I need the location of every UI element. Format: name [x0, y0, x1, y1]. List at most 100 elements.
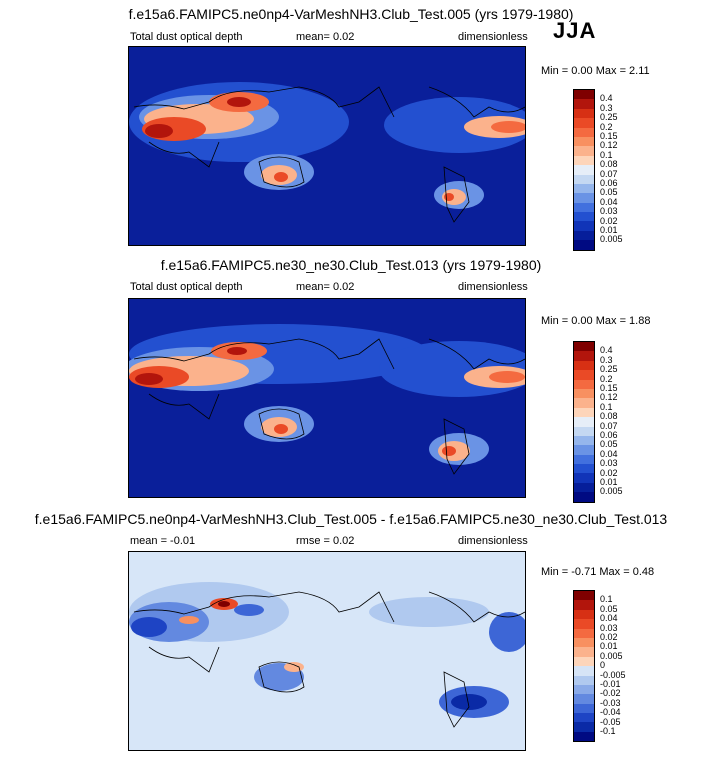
colorbar-swatch: [574, 435, 594, 446]
variable-label: Total dust optical depth: [130, 281, 243, 293]
dust-map: [128, 298, 526, 498]
diff-arabia-pos: [179, 616, 199, 624]
colorbar-tick-label: 0.06: [600, 430, 618, 440]
mean-label: mean= 0.02: [296, 281, 355, 293]
units-label: dimensionless: [458, 281, 528, 293]
colorbar-swatch: [574, 445, 594, 455]
diff-asia-core: [218, 601, 230, 607]
colorbar-swatches: [574, 90, 594, 250]
colorbar-tick-label: 0.1: [600, 401, 613, 412]
colorbar-tick-label: 0.02: [600, 215, 618, 226]
colorbar-swatch: [574, 600, 594, 610]
diff-atlantic: [489, 612, 525, 652]
colorbar-tick-label: 0.15: [600, 131, 618, 141]
colorbar-swatch: [574, 426, 594, 436]
colorbar-swatch: [574, 388, 594, 399]
colorbar-tick-label: -0.03: [600, 697, 621, 708]
colorbar-tick-label: 0.07: [600, 420, 618, 431]
colorbar-swatch: [574, 221, 594, 231]
diff-namerica: [369, 597, 489, 627]
colorbar-tick-label: 0.02: [600, 632, 618, 642]
colorbar-tick-label: 0.2: [600, 121, 613, 132]
plume-atlantic-core: [491, 121, 525, 133]
panel-title: f.e15a6.FAMIPC5.ne0np4-VarMeshNH3.Club_T…: [128, 6, 574, 22]
minmax-label: Min = 0.00 Max = 1.88: [541, 315, 651, 327]
colorbar-tick-label: 0.005: [600, 650, 623, 661]
colorbar-swatch: [574, 637, 594, 648]
colorbar-swatch: [574, 165, 594, 175]
colorbar-tick-label: 0.07: [600, 168, 618, 179]
samerica-core: [444, 193, 454, 201]
colorbar-tick-label: -0.1: [600, 726, 616, 736]
colorbar-tick-label: 0.06: [600, 178, 618, 188]
panel-title: f.e15a6.FAMIPC5.ne0np4-VarMeshNH3.Club_T…: [34, 511, 668, 527]
season-label: JJA: [553, 18, 597, 43]
colorbar-swatch: [574, 482, 594, 493]
colorbar-swatch: [574, 464, 594, 474]
colorbar-tick-label: 0.01: [600, 641, 618, 652]
colorbar-tick-label: 0.08: [600, 411, 618, 422]
colorbar-swatch: [574, 183, 594, 194]
colorbar-swatch: [574, 609, 594, 620]
colorbar-swatch: [574, 342, 594, 352]
haze-atlantic: [384, 97, 525, 153]
coastlines: [133, 591, 525, 728]
colorbar-swatch: [574, 417, 594, 427]
colorbar: [573, 89, 595, 251]
mean-label: mean= 0.02: [296, 31, 355, 43]
colorbar-swatch: [574, 127, 594, 137]
plume-asia-core: [227, 97, 251, 107]
colorbar-swatch: [574, 360, 594, 371]
colorbar-swatch: [574, 675, 594, 685]
diff-asia-neg: [234, 604, 264, 616]
coastlines: [133, 86, 525, 223]
colorbar-swatch: [574, 398, 594, 408]
colorbar-tick-label: 0.04: [600, 196, 618, 207]
colorbar-tick-label: -0.04: [600, 707, 621, 718]
colorbar-tick-label: 0.4: [600, 345, 613, 356]
colorbar-tick-label: 0.4: [600, 93, 613, 104]
colorbar-tick-label: -0.005: [600, 669, 626, 680]
colorbar-swatch: [574, 656, 594, 667]
colorbar-tick-label: 0.005: [600, 234, 623, 245]
colorbar-tick-label: 0.15: [600, 383, 618, 393]
dust-map-plot: [129, 47, 525, 245]
plume-atlantic-core: [489, 371, 525, 383]
map-background: [129, 552, 525, 750]
colorbar-tick-label: -0.01: [600, 679, 621, 689]
colorbar-tick-label: 0.08: [600, 159, 618, 170]
colorbar-swatch: [574, 136, 594, 147]
colorbar-tick-label: 0.05: [600, 603, 618, 614]
plume-asia-core: [227, 347, 247, 355]
difference-map: [128, 551, 526, 751]
colorbar-swatch: [574, 351, 594, 361]
colorbar: [573, 590, 595, 743]
colorbar-tick-label: 0.12: [600, 140, 618, 151]
colorbar-tick-label: -0.05: [600, 716, 621, 727]
colorbar-tick-label: 0.1: [600, 149, 613, 160]
colorbar-swatch: [574, 146, 594, 156]
colorbar-tick-label: 0.01: [600, 477, 618, 487]
plume-core: [145, 124, 173, 138]
colorbar-swatch: [574, 202, 594, 213]
variable-label: Total dust optical depth: [130, 31, 243, 43]
colorbar-tick-label: 0.1: [600, 594, 613, 605]
colorbar-tick-label: -0.02: [600, 688, 621, 699]
australia-core: [274, 172, 288, 182]
colorbar-swatch: [574, 713, 594, 723]
colorbar-swatch: [574, 212, 594, 222]
colorbar-swatch: [574, 666, 594, 676]
colorbar-swatch: [574, 731, 594, 742]
units-label: dimensionless: [458, 535, 528, 547]
colorbar-swatch: [574, 703, 594, 714]
colorbar-swatch: [574, 90, 594, 100]
colorbar-swatch: [574, 99, 594, 109]
colorbar-swatch: [574, 684, 594, 695]
colorbar-swatch: [574, 370, 594, 380]
colorbar-tick-label: 0.2: [600, 373, 613, 384]
colorbar-swatch: [574, 619, 594, 629]
colorbar-swatch: [574, 240, 594, 250]
colorbar-tick-label: 0.25: [600, 112, 618, 123]
colorbar-tick-label: 0.01: [600, 225, 618, 235]
mean-label: mean = -0.01: [130, 535, 196, 547]
